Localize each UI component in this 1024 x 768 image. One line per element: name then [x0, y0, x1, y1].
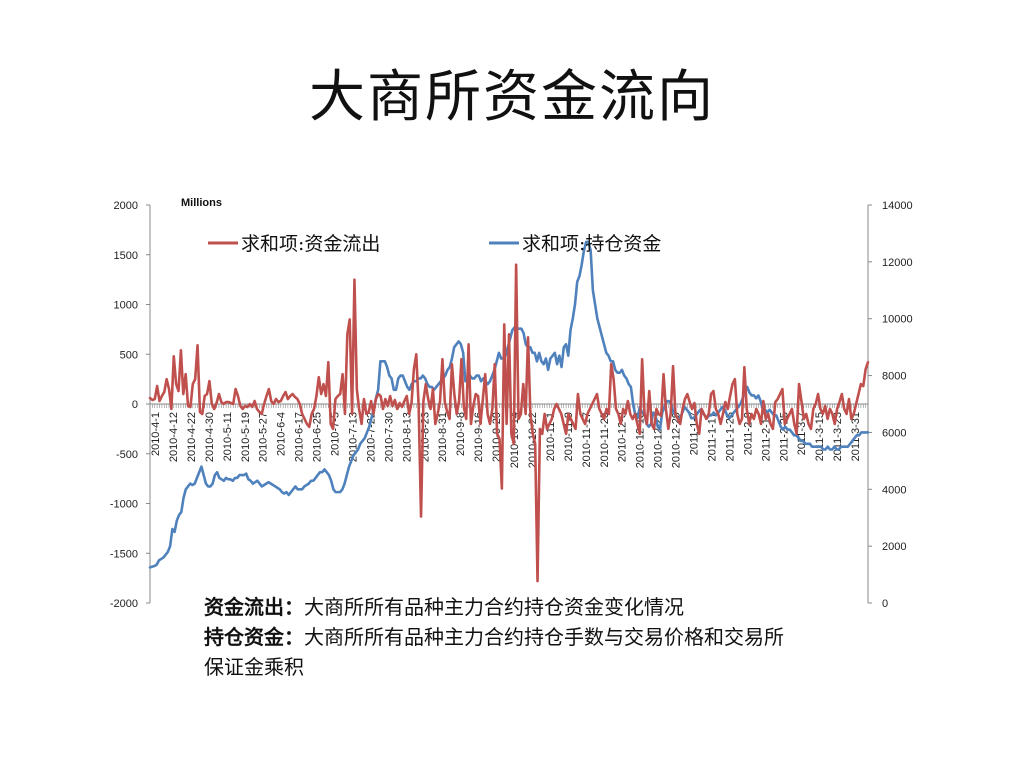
x-axis: 2010-4-1 2010-4-12 2010-4-22 2010-4-30 2010-… [149, 403, 869, 468]
x-tick-label: 2010-6-17 [294, 412, 306, 462]
left-tick-label: 2000 [114, 200, 138, 212]
x-tick-label: 2010-6-4 [276, 412, 288, 456]
x-tick-label: 2010-11-9 [563, 412, 575, 461]
x-tick-label: 2011-1-17 [706, 412, 718, 461]
series-line-outflow [148, 263, 870, 583]
right-tick-label: 0 [882, 598, 888, 610]
left-tick-label: 500 [120, 349, 138, 361]
x-tick-label: 2011-2-9 [742, 412, 754, 455]
left-y-axis: 2000 1500 1000 500 0 -500 -1000 -1500 -2000 [110, 200, 151, 610]
right-tick-label: 12000 [882, 257, 913, 269]
right-tick-label: 4000 [882, 484, 906, 496]
x-tick-label: 2010-9-8 [455, 412, 467, 456]
x-tick-label: 2010-9-16 [473, 412, 485, 462]
right-tick-label: 6000 [882, 427, 906, 439]
x-tick-label: 2010-12-29 [671, 412, 683, 468]
x-tick-label: 2010-5-27 [258, 412, 270, 462]
left-tick-label: -1000 [110, 499, 138, 511]
note-text: 大商所所有品种主力合约持仓资金变化情况 [304, 595, 684, 619]
note-term: 资金流出： [204, 595, 304, 619]
left-tick-label: 1500 [114, 250, 138, 262]
right-tick-label: 2000 [882, 541, 906, 553]
x-tick-label: 2010-4-30 [204, 412, 216, 462]
left-tick-label: 0 [132, 399, 138, 411]
note-text: 大商所所有品种主力合约持仓手数与交易价格和交易所保证金乘积 [204, 625, 784, 679]
unit-label: Millions [181, 197, 222, 209]
legend: 求和项:资金流出 求和项:持仓资金 [208, 233, 661, 255]
x-tick-label: 2011-2-25 [778, 412, 790, 461]
note-position: 持仓资金：大商所所有品种主力合约持仓手数与交易价格和交易所保证金乘积 [204, 622, 794, 682]
x-tick-label: 2010-8-31 [437, 412, 449, 462]
note-outflow: 资金流出：大商所所有品种主力合约持仓资金变化情况 [204, 592, 794, 622]
note-term: 持仓资金： [204, 625, 304, 649]
x-tick-label: 2010-5-19 [240, 412, 252, 462]
x-tick-label: 2010-5-11 [222, 412, 234, 461]
x-tick-label: 2011-3-15 [814, 412, 826, 461]
x-tick-label: 2010-4-22 [186, 412, 198, 462]
left-tick-label: 1000 [114, 300, 138, 312]
right-tick-label: 14000 [882, 200, 913, 212]
x-tick-label: 2010-8-13 [401, 412, 413, 462]
x-tick-label: 2010-4-12 [168, 412, 180, 462]
x-tick-label: 2010-7-30 [383, 412, 395, 462]
x-tick-label: 2011-1-25 [724, 412, 736, 461]
x-tick-label: 2010-6-25 [312, 412, 324, 462]
x-tick-label: 2010-11-25 [599, 412, 611, 467]
left-tick-label: -1500 [110, 548, 138, 560]
x-tick-label: 2010-11-17 [581, 412, 593, 467]
right-tick-label: 10000 [882, 314, 913, 326]
right-tick-label: 8000 [882, 371, 906, 383]
right-y-axis: 14000 12000 10000 8000 6000 4000 2000 0 [867, 200, 913, 610]
legend-label-outflow: 求和项:资金流出 [241, 233, 380, 255]
slide-title: 大商所资金流向 [309, 65, 715, 130]
legend-label-position: 求和项:持仓资金 [522, 233, 661, 255]
left-tick-label: -2000 [110, 598, 138, 610]
x-tick-label: 2010-7-22 [365, 412, 377, 462]
left-tick-label: -500 [116, 449, 138, 461]
notes-box: 资金流出：大商所所有品种主力合约持仓资金变化情况 持仓资金：大商所所有品种主力合… [204, 592, 794, 686]
x-tick-label: 2010-4-1 [150, 412, 162, 456]
